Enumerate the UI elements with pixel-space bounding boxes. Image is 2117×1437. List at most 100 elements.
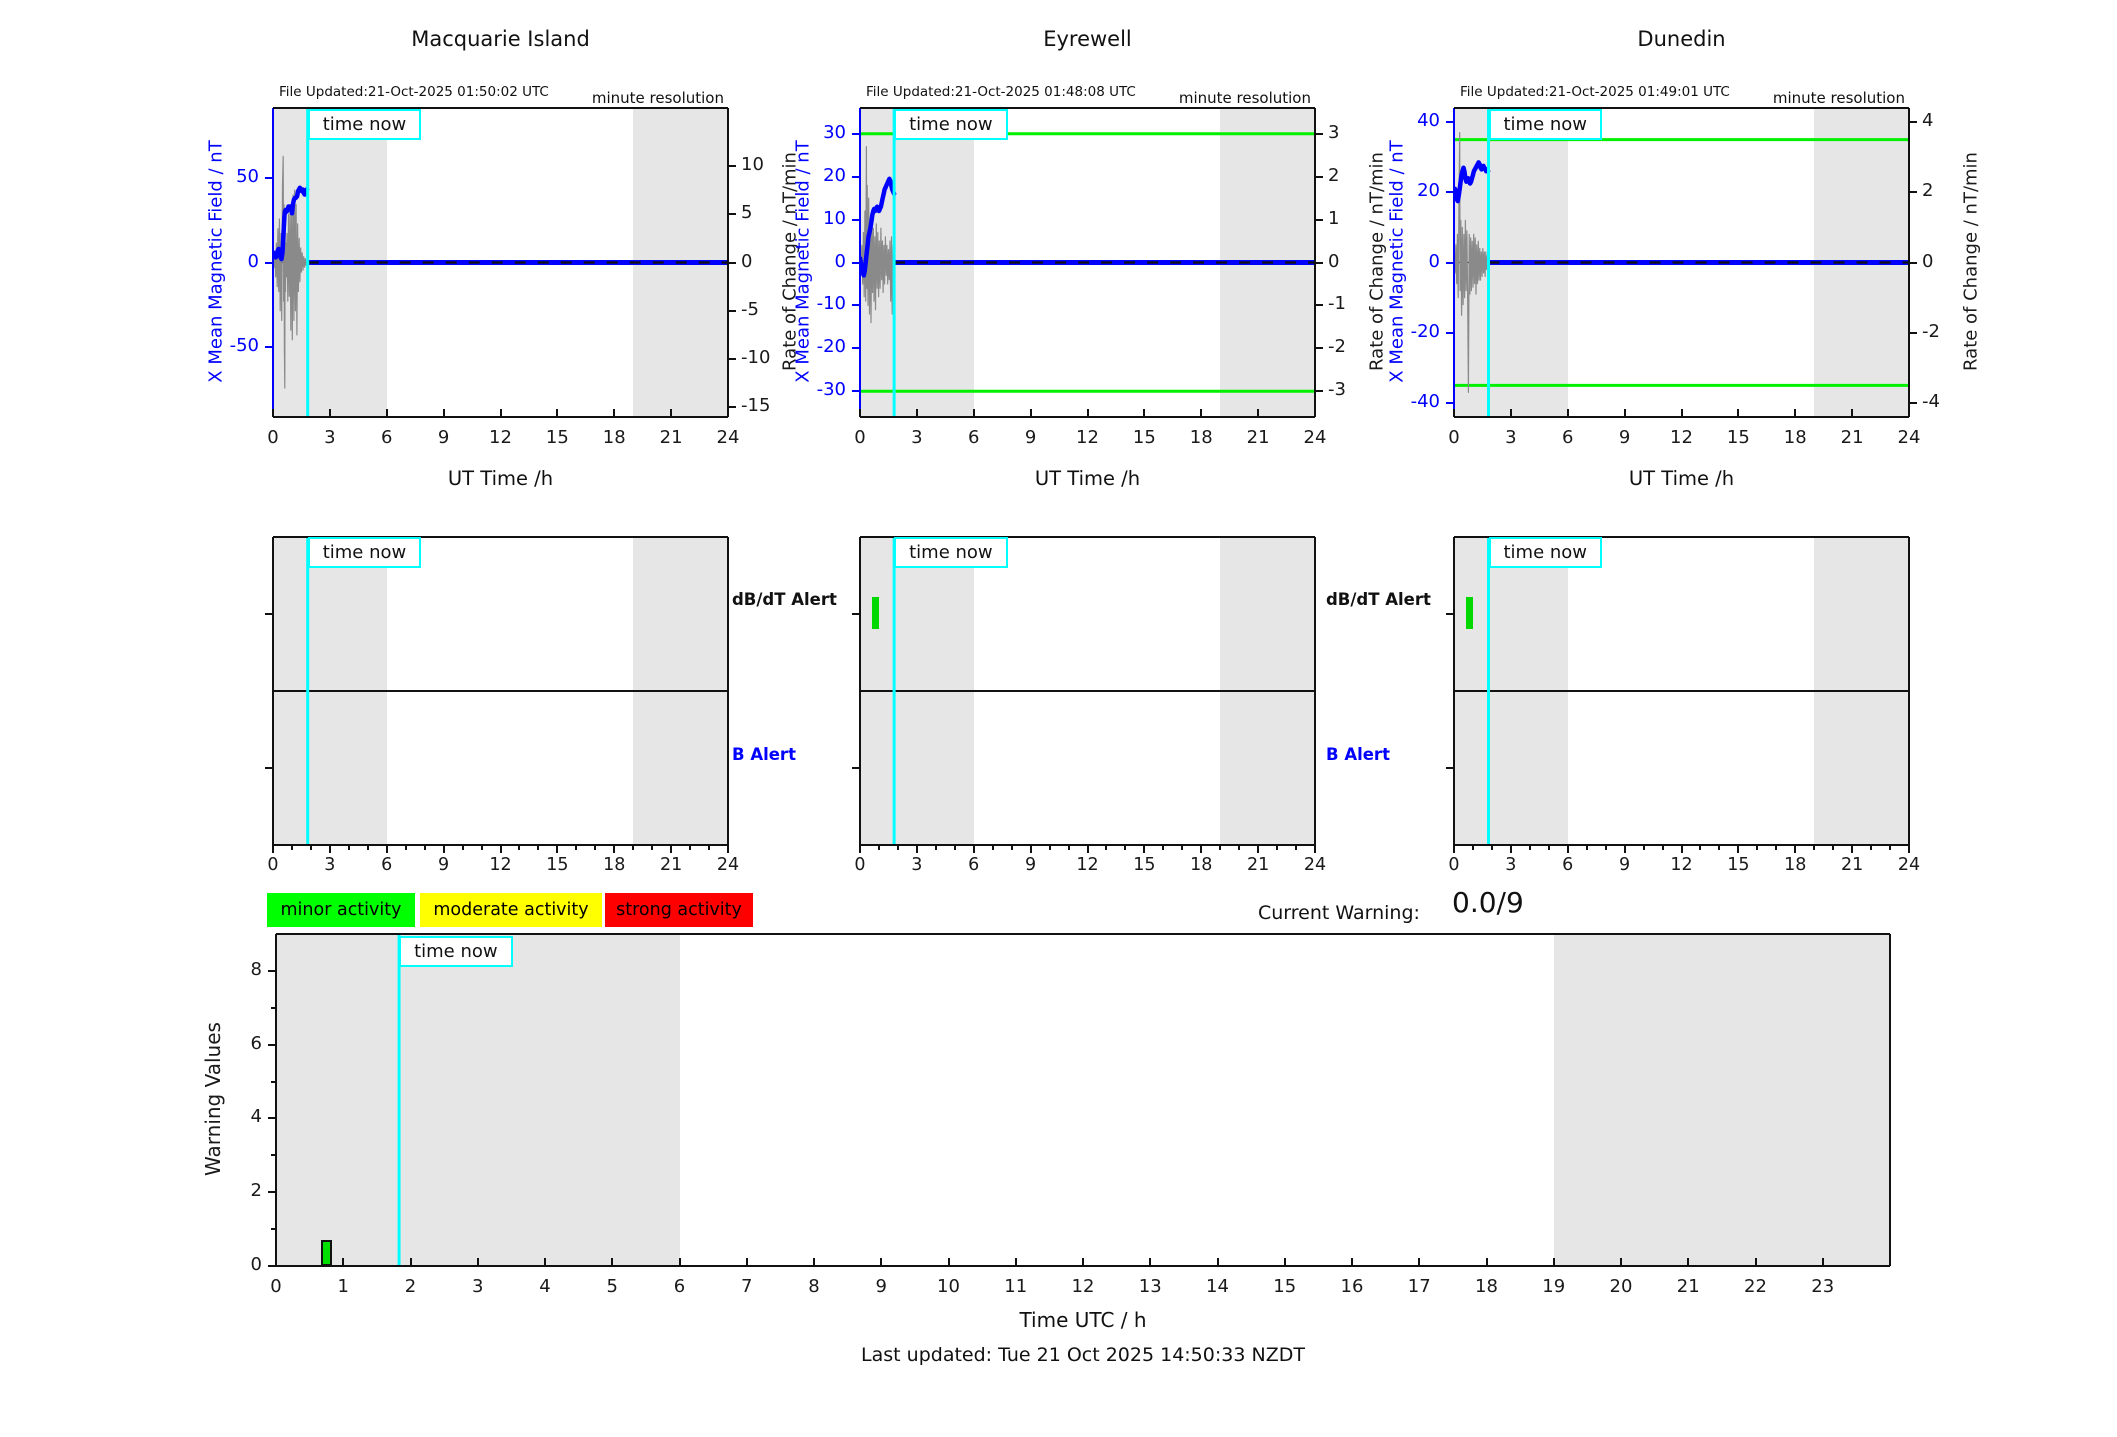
eyrewell-left-tick-label: -10	[816, 293, 846, 315]
warning-x-tick	[275, 1258, 277, 1266]
dunedin-x-tick	[1566, 409, 1569, 417]
macquarie-right-tick-label: -10	[741, 347, 771, 369]
eyrewell-title: Eyrewell	[1043, 27, 1132, 51]
dunedin-alert-x-tick	[1547, 845, 1550, 850]
eyrewell-alert-x-tick	[877, 845, 880, 850]
macquarie-right-tick-label: 10	[741, 153, 764, 175]
eyrewell-x-tick	[1086, 409, 1089, 417]
warning-x-tick-label: 11	[1004, 1276, 1028, 1297]
warning-value-bar-0	[321, 1240, 332, 1266]
dunedin-left-tick	[1446, 191, 1454, 194]
macquarie-alert-x-tick	[309, 845, 312, 850]
dunedin-x-tick-label: 6	[1562, 427, 1574, 448]
dunedin-x-tick	[1453, 409, 1455, 417]
eyrewell-alert-x-tick-label: 18	[1190, 855, 1213, 875]
dunedin-right-tick-label: 2	[1922, 180, 1934, 202]
dunedin-x-tick-label: 21	[1840, 427, 1864, 448]
macquarie-alert-x-tick	[366, 845, 369, 850]
warning-x-tick	[611, 1258, 614, 1266]
dunedin-right-tick-label: 0	[1922, 250, 1934, 272]
warning-x-tick-label: 19	[1542, 1276, 1566, 1297]
warning-x-tick	[947, 1258, 950, 1266]
macquarie-alert-y-tick	[265, 613, 273, 615]
dunedin-left-tick	[1446, 121, 1454, 124]
macquarie-left-tick-label: 50	[236, 165, 259, 187]
dunedin-left-tick	[1446, 331, 1454, 334]
dunedin-left-tick-label: 0	[1428, 250, 1440, 272]
macquarie-alert-x-tick	[461, 845, 464, 850]
dunedin-right-tick	[1909, 191, 1917, 194]
macquarie-alert-x-tick	[537, 845, 540, 850]
eyrewell-field-trace	[860, 176, 897, 278]
eyrewell-plot-svg	[860, 108, 1315, 417]
dunedin-alert-x-tick-label: 21	[1840, 855, 1864, 875]
macquarie-x-tick	[442, 409, 445, 417]
warning-y-tick-label: 4	[250, 1106, 262, 1128]
dunedin-alert-x-tick	[1566, 845, 1569, 853]
macquarie-x-tick-label: 15	[545, 427, 569, 448]
warning-x-tick-label: 13	[1138, 1276, 1162, 1297]
eyrewell-spine-left	[859, 108, 861, 417]
warning-y-tick-label: 2	[250, 1180, 262, 1202]
warning-x-tick	[1216, 1258, 1219, 1266]
dunedin-spine-left	[1453, 108, 1455, 417]
macquarie-x-tick	[556, 409, 559, 417]
eyrewell-alert-x-tick	[1086, 845, 1089, 853]
macquarie-alert-x-tick	[689, 845, 692, 850]
warning-y-tick	[268, 969, 276, 972]
macquarie-alert-x-tick	[651, 845, 654, 850]
dunedin-alert-x-tick	[1661, 845, 1664, 850]
eyrewell-left-tick	[852, 304, 860, 307]
current-warning-value: 0.0/9	[1452, 886, 1524, 919]
warning-x-tick-label: 15	[1273, 1276, 1297, 1297]
warning-spine-right	[1889, 934, 1891, 1266]
warning-x-tick-label: 20	[1609, 1276, 1633, 1297]
eyrewell-dbdt-alert-row-label: dB/dT Alert	[732, 590, 837, 609]
warning-x-tick	[1082, 1258, 1084, 1266]
dunedin-alert-divider	[1454, 690, 1909, 692]
eyrewell-alert-x-tick	[1162, 845, 1165, 850]
macquarie-alert-y-tick	[265, 767, 273, 769]
eyrewell-alert-x-tick	[896, 845, 899, 850]
warning-x-tick	[1821, 1258, 1824, 1266]
dunedin-alert-svg	[1487, 537, 1491, 845]
macquarie-alert-x-tick	[575, 845, 578, 850]
dunedin-alert-x-tick	[1490, 845, 1493, 850]
dunedin-alert-x-tick	[1908, 845, 1910, 853]
eyrewell-alert-x-tick-label: 15	[1133, 855, 1156, 875]
dunedin-alert-y-tick	[1446, 767, 1454, 769]
time-now-label: time now	[894, 109, 1008, 140]
eyrewell-left-tick-label: 0	[834, 250, 846, 272]
macquarie-x-tick-label: 21	[659, 427, 683, 448]
warning-x-tick-label: 18	[1475, 1276, 1498, 1297]
eyrewell-x-tick	[1029, 409, 1032, 417]
eyrewell-x-tick-label: 0	[854, 427, 866, 448]
eyrewell-alert-x-tick	[934, 845, 937, 850]
macquarie-field-trace	[273, 185, 310, 262]
warning-y-tick	[268, 1265, 276, 1267]
warning-x-tick	[1620, 1258, 1622, 1266]
dunedin-alert-spine-right	[1908, 537, 1910, 845]
dunedin-alert-x-tick	[1453, 845, 1455, 853]
legend-strong-activity: strong activity	[605, 893, 753, 927]
warning-y-tick	[268, 1191, 276, 1194]
warning-y-tick-label: 6	[250, 1032, 262, 1054]
eyrewell-alert-x-tick	[991, 845, 994, 850]
dunedin-x-tick	[1851, 409, 1854, 417]
eyrewell-x-tick-label: 12	[1076, 427, 1099, 448]
warning-x-tick-label: 3	[472, 1276, 484, 1297]
eyrewell-right-tick-label: 1	[1328, 207, 1340, 229]
macquarie-alert-divider	[273, 690, 728, 692]
eyrewell-left-tick	[852, 261, 860, 264]
dunedin-alert-x-tick	[1832, 845, 1835, 850]
warning-spine-left	[275, 934, 277, 1266]
eyrewell-x-tick	[972, 409, 975, 417]
dunedin-dbdt-alert-bar-0	[1466, 597, 1473, 630]
dunedin-spine-top	[1454, 107, 1909, 109]
macquarie-alert-spine-left	[272, 537, 274, 845]
macquarie-alert-x-tick-label: 24	[716, 855, 740, 875]
macquarie-alert-x-tick-label: 9	[438, 855, 450, 875]
macquarie-left-tick	[265, 346, 273, 349]
eyrewell-alert-x-tick	[1219, 845, 1222, 850]
